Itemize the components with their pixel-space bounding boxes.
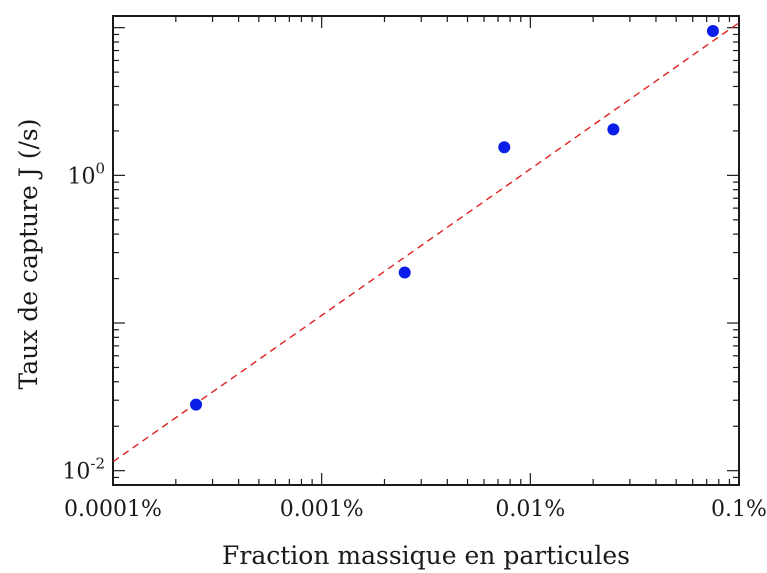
- x-tick-label: 0.1%: [711, 497, 767, 522]
- plot-border: [113, 16, 739, 485]
- fit-line-layer: [113, 23, 739, 462]
- data-point: [607, 123, 619, 135]
- data-points: [190, 25, 719, 411]
- y-tick-label: 100: [67, 159, 105, 189]
- fit-line: [113, 23, 739, 462]
- x-tick-label: 0.0001%: [64, 497, 162, 522]
- x-tick-label: 0.01%: [495, 497, 565, 522]
- y-tick-label: 10-2: [62, 455, 105, 485]
- x-axis-label: Fraction massique en particules: [222, 541, 630, 570]
- major-ticks: [113, 16, 739, 485]
- data-point: [707, 25, 719, 37]
- plot-area: [113, 16, 739, 485]
- data-point: [190, 399, 202, 411]
- y-axis-label: Taux de capture J (/s): [14, 118, 43, 389]
- y-tick-labels: 10-2 100: [62, 159, 105, 484]
- data-point: [399, 266, 411, 278]
- x-tick-label: 0.001%: [280, 497, 364, 522]
- minor-ticks: [113, 16, 739, 485]
- data-point: [498, 141, 510, 153]
- x-tick-labels: 0.0001% 0.001% 0.01% 0.1%: [64, 497, 767, 522]
